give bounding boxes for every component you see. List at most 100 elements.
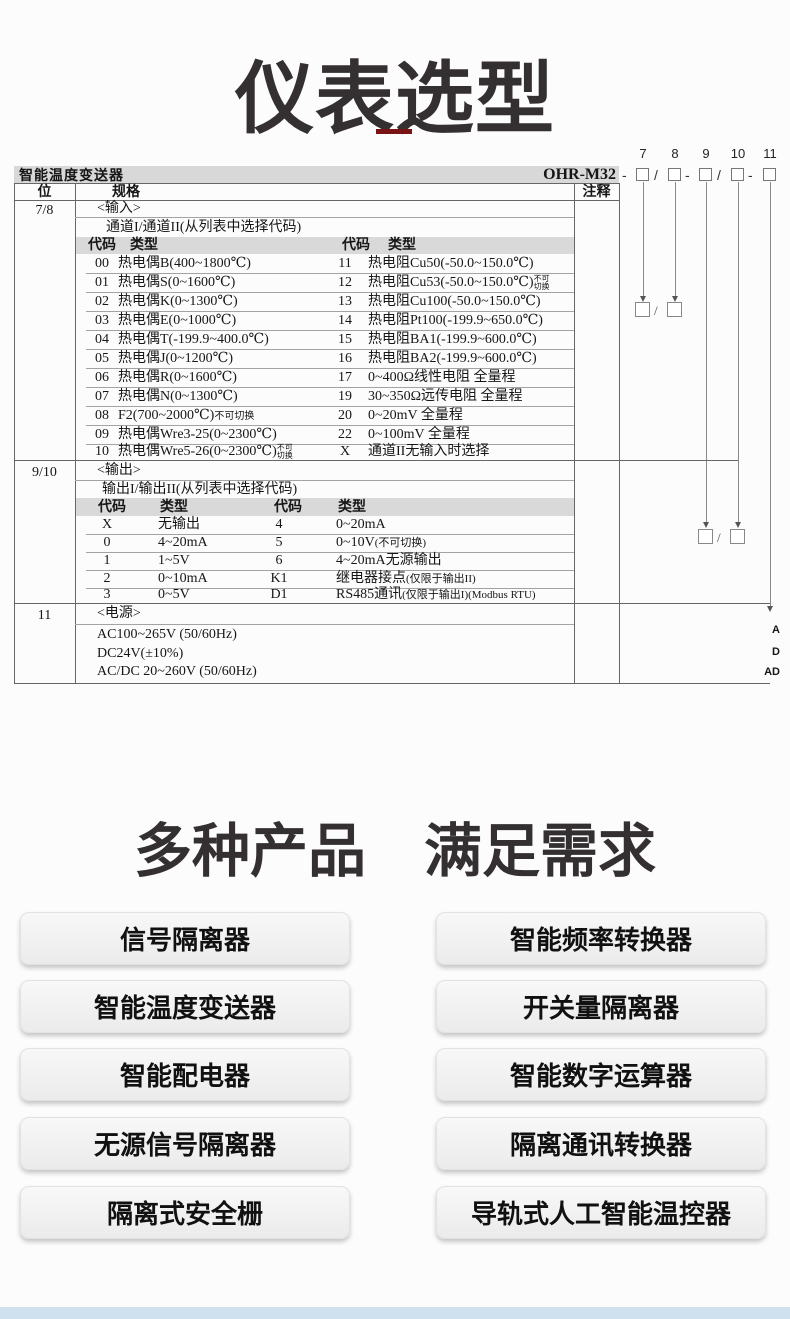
code-cell: 01 <box>95 275 109 290</box>
type-cell: 热电阻BA2(-199.9~600.0℃) <box>368 351 537 366</box>
product-button[interactable]: 导轨式人工智能温控器 <box>436 1186 766 1239</box>
code-cell: 15 <box>338 332 352 347</box>
product-button[interactable]: 智能数字运算器 <box>436 1048 766 1101</box>
col-header-pos: 位 <box>37 185 52 200</box>
table-row: 1 1~5V 6 4~20mA无源输出 <box>76 552 574 570</box>
code-separator: - <box>748 167 753 183</box>
output-code-header-band <box>76 498 574 516</box>
code-cell: 4 <box>275 517 283 532</box>
arrow-down-icon <box>703 522 709 528</box>
note-tag: 不可切换 <box>276 442 293 460</box>
code-cell: 1 <box>103 553 111 568</box>
power-option: AC/DC 20~260V (50/60Hz) <box>97 664 257 679</box>
code-cell: 06 <box>95 370 109 385</box>
digit-label-10: 10 <box>730 146 746 161</box>
type-cell: 热电偶N(0~1300℃) <box>118 389 238 404</box>
row-separator <box>75 480 574 481</box>
row-separator <box>75 217 574 218</box>
note-tag: 不可切换 <box>533 273 550 291</box>
type-cell: 0~5V <box>158 587 190 602</box>
table-row: 00 热电偶B(400~1800℃) 11 热电阻Cu50(-50.0~150.… <box>76 254 574 273</box>
code-cell: 20 <box>338 408 352 423</box>
code-cell: 5 <box>275 535 283 550</box>
arrow-down-icon <box>640 296 646 302</box>
table-row: 07 热电偶N(0~1300℃) 19 30~350Ω远传电阻 全量程 <box>76 387 574 406</box>
note-tag: (仅限于输出I)(Modbus RTU) <box>402 589 536 601</box>
type-cell: 0~20mA <box>336 517 386 532</box>
table-border <box>14 200 620 201</box>
table-row: 02 热电偶K(0~1300℃) 13 热电阻Cu100(-50.0~150.0… <box>76 292 574 311</box>
table-border <box>75 184 76 684</box>
row-separator <box>75 624 574 625</box>
product-button[interactable]: 无源信号隔离器 <box>20 1117 350 1170</box>
code-cell: 02 <box>95 294 109 309</box>
digit-label-9: 9 <box>702 146 710 161</box>
code-cell: 11 <box>338 256 352 271</box>
code-cell: 6 <box>275 553 283 568</box>
code-separator: / <box>654 167 658 183</box>
code-cell: 08 <box>95 408 109 423</box>
row-separator <box>86 368 574 369</box>
code-cell: 16 <box>338 351 352 366</box>
type-cell: 0~400Ω线性电阻 全量程 <box>368 370 516 385</box>
code-cell: 12 <box>338 275 352 290</box>
table-border <box>14 183 15 684</box>
type-cell: 0~10V(不可切换) <box>336 535 427 550</box>
product-button[interactable]: 智能配电器 <box>20 1048 350 1101</box>
code-cell: 14 <box>338 313 352 328</box>
arrow-down-icon <box>672 296 678 302</box>
type-header: 类型 <box>388 238 416 253</box>
table-row: X 无输出 4 0~20mA <box>76 516 574 534</box>
type-cell: 热电偶B(400~1800℃) <box>118 256 251 271</box>
section-title: 多种产品 满足需求 <box>133 819 656 885</box>
table-row: 06 热电偶R(0~1600℃) 17 0~400Ω线性电阻 全量程 <box>76 368 574 387</box>
bottom-accent-bar <box>0 1307 790 1319</box>
type-cell: 热电阻Cu100(-50.0~150.0℃) <box>368 294 541 309</box>
type-header: 类型 <box>160 500 188 515</box>
table-row: 10 热电偶Wre5-26(0~2300℃)不可切换 X 通道II无输入时选择 <box>76 443 574 460</box>
type-cell: 热电偶T(-199.9~400.0℃) <box>118 332 269 347</box>
code-header: 代码 <box>88 238 116 253</box>
arrow-down-icon <box>767 606 773 612</box>
type-cell: 热电偶Wre5-26(0~2300℃)不可切换 <box>118 442 293 460</box>
code-cell: 0 <box>103 535 111 550</box>
code-cell: X <box>339 444 351 459</box>
row-separator <box>86 444 574 445</box>
product-button[interactable]: 隔离式安全栅 <box>20 1186 350 1239</box>
type-header: 类型 <box>130 238 158 253</box>
product-button[interactable]: 隔离通讯转换器 <box>436 1117 766 1170</box>
page-title: 仪表选型 <box>235 53 555 143</box>
table-border <box>14 683 770 684</box>
code-cell: K1 <box>270 571 288 586</box>
code-cell: 13 <box>338 294 352 309</box>
table-row: 08 F2(700~2000℃)不可切换 20 0~20mV 全量程 <box>76 406 574 425</box>
code-cell: 07 <box>95 389 109 404</box>
row-separator <box>86 588 574 589</box>
pair-separator: / <box>717 530 721 545</box>
product-button[interactable]: 智能温度变送器 <box>20 980 350 1033</box>
row-separator <box>86 311 574 312</box>
type-cell: 继电器接点(仅限于输出II) <box>336 571 476 586</box>
code-header: 代码 <box>342 238 370 253</box>
connector-line-11 <box>770 182 771 606</box>
code-box-11 <box>763 168 776 181</box>
product-button[interactable]: 开关量隔离器 <box>436 980 766 1033</box>
table-row: 04 热电偶T(-199.9~400.0℃) 15 热电阻BA1(-199.9~… <box>76 330 574 349</box>
product-button[interactable]: 信号隔离器 <box>20 912 350 965</box>
type-cell: 0~20mV 全量程 <box>368 408 463 423</box>
output-code-box-1 <box>698 529 713 544</box>
code-cell: 03 <box>95 313 109 328</box>
col-header-note: 注释 <box>582 185 611 200</box>
type-cell: 热电偶Wre3-25(0~2300℃) <box>118 427 277 442</box>
power-code-d: D <box>772 646 780 658</box>
table-row: 05 热电偶J(0~1200℃) 16 热电阻BA2(-199.9~600.0℃… <box>76 349 574 368</box>
row-separator <box>86 534 574 535</box>
connector-line-9 <box>706 182 707 522</box>
table-border <box>14 603 770 604</box>
table-border <box>14 460 738 461</box>
connector-line-10 <box>738 182 739 522</box>
product-button[interactable]: 智能频率转换器 <box>436 912 766 965</box>
row-separator <box>86 425 574 426</box>
row-separator <box>86 330 574 331</box>
table-border <box>14 183 619 184</box>
